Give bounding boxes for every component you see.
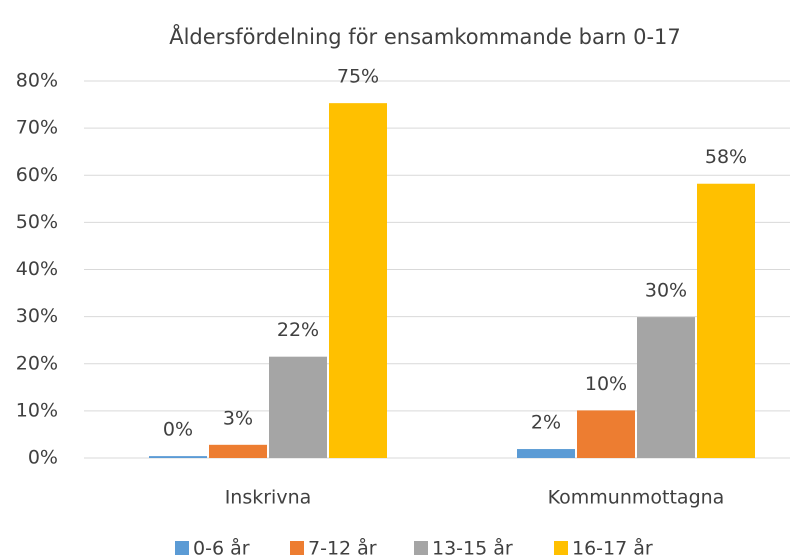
bar (697, 183, 755, 459)
data-label: 10% (585, 373, 627, 395)
legend-label: 16-17 år (572, 537, 653, 559)
y-tick-label: 20% (16, 352, 58, 374)
x-tick-label: Inskrivna (225, 487, 312, 509)
legend-swatch (290, 541, 304, 555)
y-tick-label: 10% (16, 399, 58, 421)
y-tick-label: 40% (16, 258, 58, 280)
bar (209, 444, 267, 458)
bar (517, 449, 575, 458)
bar (149, 456, 207, 458)
bar (577, 410, 635, 458)
data-label: 0% (163, 419, 193, 441)
bar (329, 103, 387, 459)
data-label: 30% (645, 280, 687, 302)
data-label: 2% (531, 412, 561, 434)
data-label: 58% (705, 146, 747, 168)
data-label: 22% (277, 319, 319, 341)
legend-swatch (414, 541, 428, 555)
legend-swatch (554, 541, 568, 555)
y-tick-label: 30% (16, 305, 58, 327)
y-tick-label: 60% (16, 164, 58, 186)
legend-label: 13-15 år (432, 537, 513, 559)
x-tick-label: Kommunmottagna (548, 487, 725, 509)
y-tick-label: 80% (16, 70, 58, 92)
chart-title: Åldersfördelning för ensamkommande barn … (169, 23, 681, 49)
legend-label: 7-12 år (308, 537, 377, 559)
bar (637, 317, 695, 458)
legend-swatch (175, 541, 189, 555)
legend-label: 0-6 år (193, 537, 250, 559)
y-tick-label: 0% (28, 447, 58, 469)
y-tick-label: 50% (16, 211, 58, 233)
y-tick-label: 70% (16, 117, 58, 139)
bar (269, 356, 327, 458)
data-label: 75% (337, 66, 379, 88)
data-label: 3% (223, 407, 253, 429)
